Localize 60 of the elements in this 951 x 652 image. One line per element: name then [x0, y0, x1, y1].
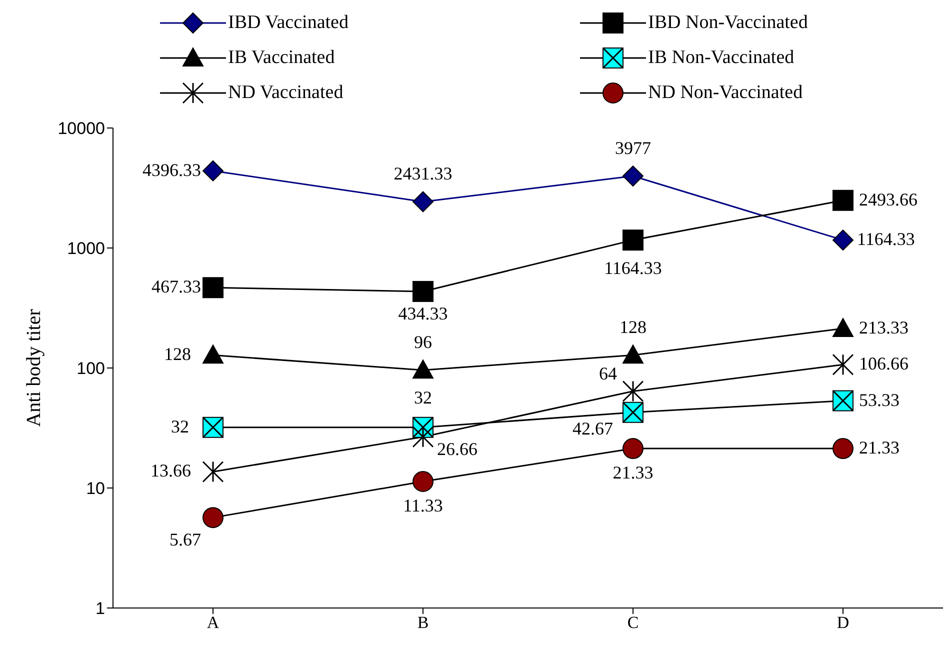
data-label: 21.33 [859, 438, 900, 458]
point [412, 470, 434, 492]
data-label: 2431.33 [394, 164, 452, 184]
y-axis-title: Anti body titer [23, 308, 46, 427]
point [202, 460, 224, 482]
y-tick-label: 10000 [58, 119, 105, 138]
point [202, 507, 224, 528]
data-label: 11.33 [403, 495, 443, 516]
y-tick-label: 1000 [67, 239, 105, 258]
point [832, 438, 854, 460]
data-label: 32 [414, 387, 432, 408]
point [412, 280, 434, 302]
point [412, 191, 434, 212]
data-label: 213.33 [859, 318, 908, 338]
legend-label: IB Non-Vaccinated [648, 46, 794, 69]
data-label: 128 [164, 344, 191, 364]
data-label: 21.33 [612, 462, 654, 483]
data-label: 434.33 [398, 303, 448, 324]
x-tick-label: A [206, 613, 220, 632]
data-label: 53.33 [859, 390, 900, 410]
data-label: 96 [414, 332, 432, 352]
point [622, 438, 644, 460]
legend-label: IBD Non-Vaccinated [648, 12, 808, 34]
x-tick-label: D [836, 613, 850, 632]
legend-label: IBD Vaccinated [228, 12, 348, 34]
data-label: 5.67 [170, 530, 201, 550]
point [622, 166, 644, 187]
point [832, 318, 854, 338]
data-label: 1164.33 [604, 258, 662, 278]
x-tick-label: C [627, 613, 639, 632]
point [202, 160, 224, 182]
data-label: 42.67 [572, 418, 613, 438]
point [412, 426, 434, 448]
y-tick-label: 100 [76, 359, 105, 378]
data-label: 4396.33 [142, 160, 201, 180]
point [202, 344, 224, 364]
data-label: 106.66 [859, 354, 908, 374]
point [832, 190, 854, 211]
data-label: 3977 [615, 138, 651, 158]
data-label: 2493.66 [859, 189, 918, 210]
data-label: 467.33 [152, 276, 201, 297]
data-label: 128 [620, 317, 646, 338]
data-label: 1164.33 [857, 229, 915, 250]
legend-label: IB Vaccinated [228, 46, 335, 69]
y-tick-label: 10 [86, 479, 105, 498]
legend-label: ND Non-Vaccinated [648, 82, 803, 104]
y-tick-label: 1 [96, 599, 105, 618]
x-tick-label: B [417, 613, 429, 632]
legend-label: ND Vaccinated [228, 82, 344, 104]
data-label: 13.66 [150, 460, 191, 481]
data-label: 64 [599, 363, 617, 384]
point [622, 344, 644, 364]
point [832, 230, 854, 251]
point [832, 354, 854, 376]
point [202, 277, 224, 298]
data-label: 32 [171, 416, 189, 436]
point [622, 230, 644, 251]
data-label: 26.66 [437, 438, 478, 459]
point [412, 360, 434, 379]
point [622, 380, 644, 402]
